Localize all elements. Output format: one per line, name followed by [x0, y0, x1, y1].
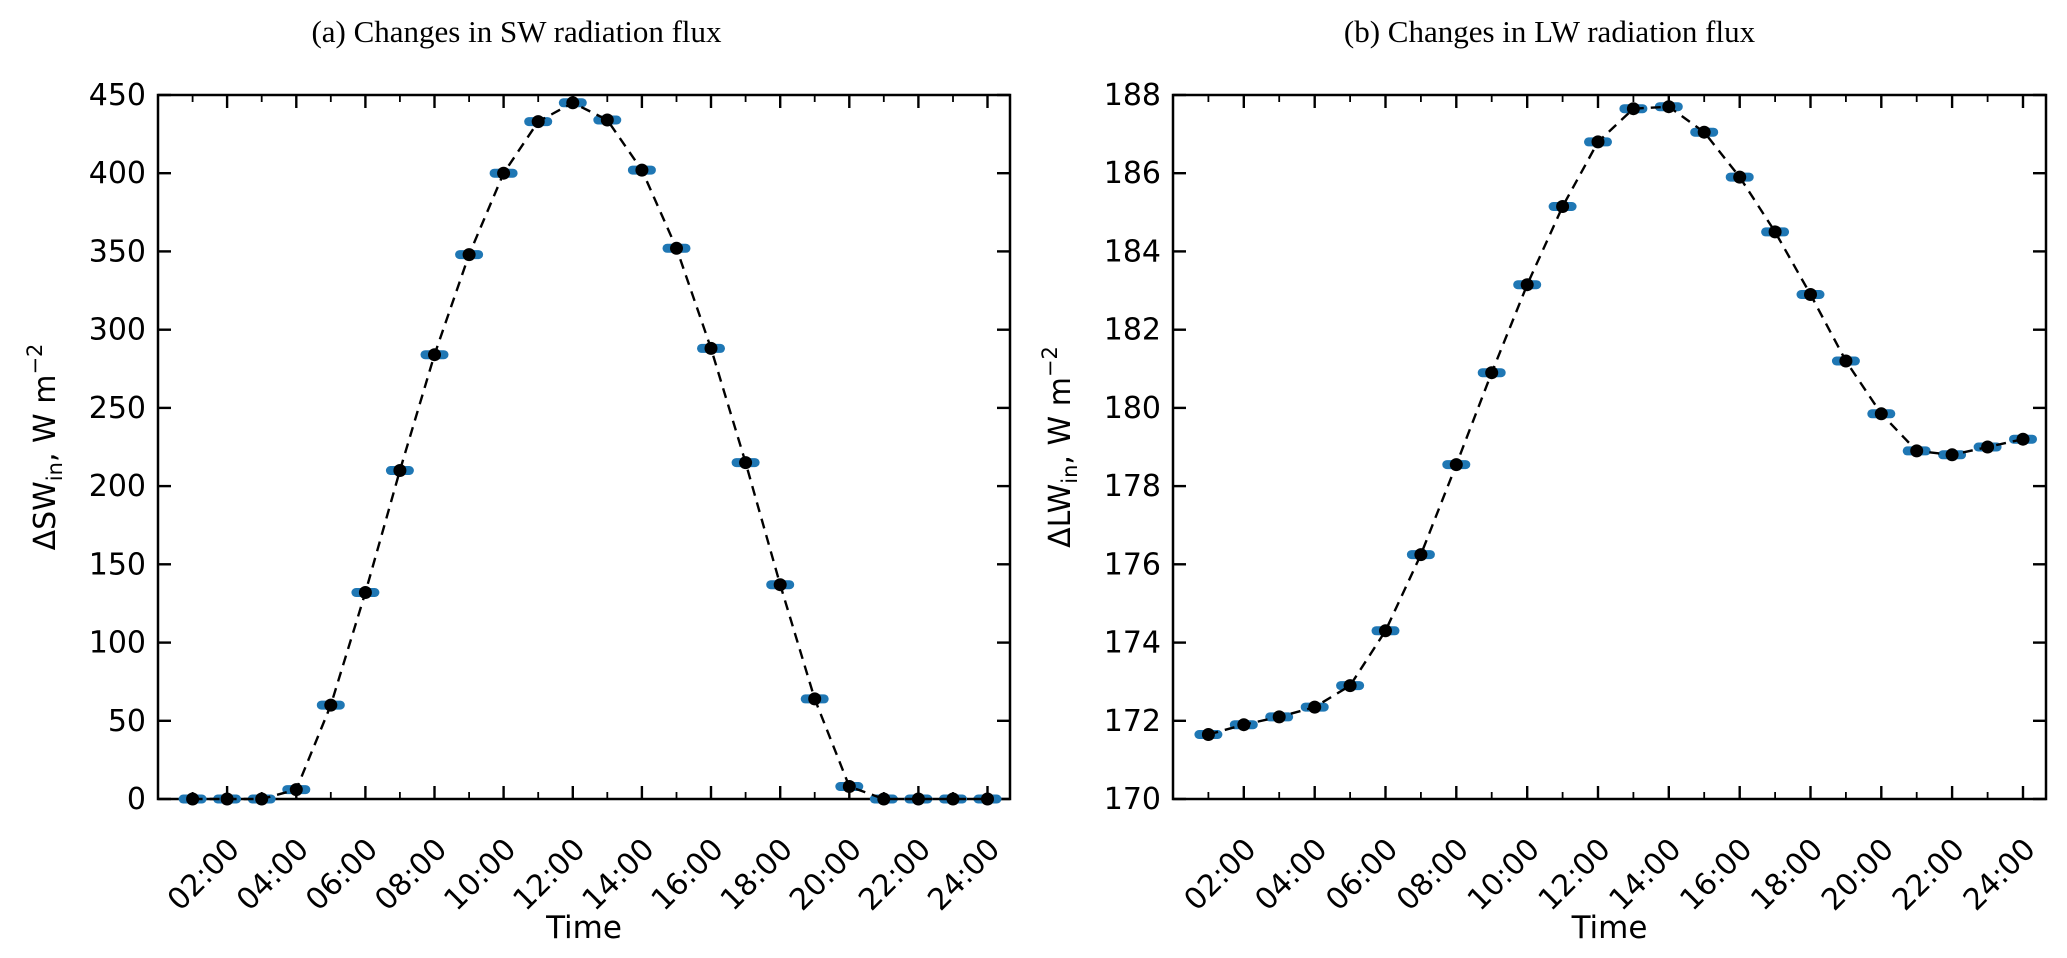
svg-text:100: 100	[89, 626, 146, 661]
svg-text:02:00: 02:00	[161, 832, 247, 918]
svg-text:150: 150	[89, 547, 146, 582]
svg-text:20:00: 20:00	[1815, 832, 1901, 918]
sw-flux-chart: 02:0004:0006:0008:0010:0012:0014:0016:00…	[23, 78, 1012, 946]
svg-text:14:00: 14:00	[1603, 832, 1689, 918]
svg-text:10:00: 10:00	[437, 832, 523, 918]
lw-flux-panel: (b) Changes in LW radiation flux 02:00 04…	[1033, 0, 2066, 958]
svg-text:Time: Time	[545, 910, 622, 946]
svg-text:200: 200	[89, 469, 146, 504]
svg-text:16:00: 16:00	[1673, 832, 1759, 918]
svg-text:250: 250	[89, 391, 146, 426]
svg-text:170: 170	[1104, 782, 1161, 817]
svg-text:06:00: 06:00	[1319, 832, 1405, 918]
svg-text:08:00: 08:00	[368, 832, 454, 918]
svg-text:186: 186	[1104, 156, 1161, 191]
svg-text:20:00: 20:00	[783, 832, 869, 918]
svg-text:Time: Time	[1571, 910, 1648, 946]
panel-b-title: (b) Changes in LW radiation flux	[1343, 14, 1756, 49]
svg-text:16:00: 16:00	[645, 832, 731, 918]
svg-text:02:00: 02:00	[1178, 832, 1264, 918]
svg-text:0: 0	[127, 782, 146, 817]
panel-a-title: (a) Changes in SW radiation flux	[311, 14, 722, 49]
sw-flux-panel: (a) Changes in SW radiation flux 02:00 04…	[0, 0, 1033, 958]
svg-text:04:00: 04:00	[1248, 832, 1334, 918]
svg-text:08:00: 08:00	[1390, 832, 1476, 918]
svg-text:22:00: 22:00	[1886, 832, 1972, 918]
svg-text:ΔLWin, W m−2: ΔLWin, W m−2	[1038, 346, 1082, 548]
svg-text:180: 180	[1104, 391, 1161, 426]
svg-text:400: 400	[89, 156, 146, 191]
svg-text:12:00: 12:00	[507, 832, 593, 918]
svg-text:188: 188	[1104, 78, 1161, 113]
svg-text:182: 182	[1104, 313, 1161, 348]
svg-text:14:00: 14:00	[576, 832, 662, 918]
svg-text:178: 178	[1104, 469, 1161, 504]
svg-text:450: 450	[89, 78, 146, 113]
svg-text:10:00: 10:00	[1461, 832, 1547, 918]
svg-text:18:00: 18:00	[1744, 832, 1830, 918]
svg-text:24:00: 24:00	[1957, 832, 2043, 918]
svg-text:06:00: 06:00	[299, 832, 385, 918]
svg-text:24:00: 24:00	[921, 832, 1007, 918]
lw-flux-chart: 02:0004:0006:0008:0010:0012:0014:0016:00…	[1038, 78, 2048, 946]
svg-text:174: 174	[1104, 626, 1161, 661]
svg-text:ΔSWin, W m−2: ΔSWin, W m−2	[23, 344, 67, 551]
svg-text:300: 300	[89, 313, 146, 348]
svg-text:18:00: 18:00	[714, 832, 800, 918]
svg-text:176: 176	[1104, 547, 1161, 582]
svg-text:50: 50	[108, 704, 146, 739]
svg-text:12:00: 12:00	[1532, 832, 1618, 918]
svg-text:22:00: 22:00	[852, 832, 938, 918]
svg-text:350: 350	[89, 234, 146, 269]
svg-text:184: 184	[1104, 234, 1161, 269]
svg-text:172: 172	[1104, 704, 1161, 739]
svg-text:04:00: 04:00	[230, 832, 316, 918]
